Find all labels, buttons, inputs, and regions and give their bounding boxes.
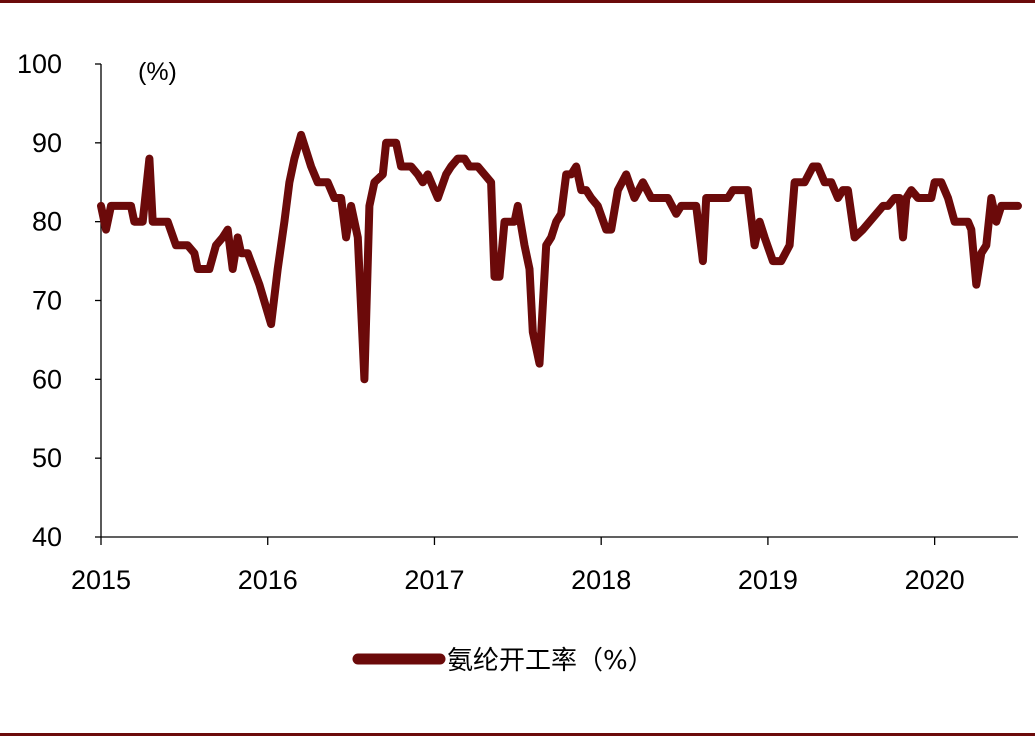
x-tick-label: 2019 <box>738 565 798 595</box>
y-tick-label: 100 <box>17 49 62 79</box>
bottom-border-line <box>0 733 1035 736</box>
x-tick-label: 2015 <box>71 565 131 595</box>
x-tick-label: 2017 <box>404 565 464 595</box>
x-axis: 2015 2016 2017 2018 2019 2020 <box>71 536 1018 595</box>
series-line <box>97 130 1022 384</box>
y-tick-label: 60 <box>32 364 62 394</box>
x-tick-label: 2020 <box>905 565 965 595</box>
y-unit-label: (%) <box>138 58 177 86</box>
y-tick-label: 70 <box>32 286 62 316</box>
y-tick-label: 90 <box>32 128 62 158</box>
legend-label: 氨纶开工率（%） <box>447 646 654 676</box>
top-border-line <box>0 0 1035 3</box>
x-tick-label: 2018 <box>571 565 631 595</box>
legend: 氨纶开工率（%） <box>352 646 654 676</box>
y-tick-label: 50 <box>32 443 62 473</box>
y-axis: 40 50 60 70 80 90 100 <box>17 49 102 552</box>
y-tick-label: 80 <box>32 207 62 237</box>
y-tick-label: 40 <box>32 522 62 552</box>
series-group <box>97 130 1022 384</box>
x-tick-label: 2016 <box>238 565 298 595</box>
